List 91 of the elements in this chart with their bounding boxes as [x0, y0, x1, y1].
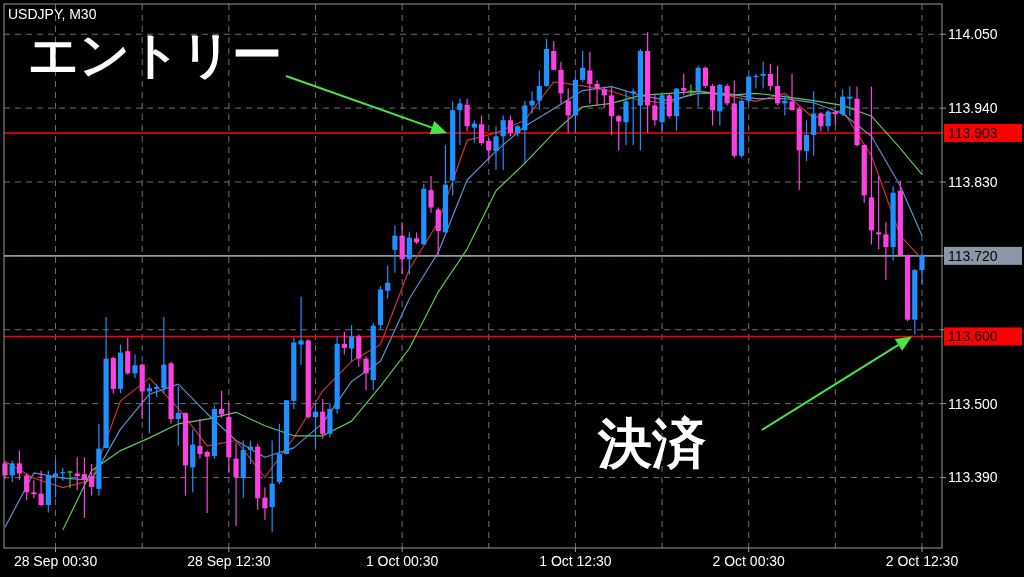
candlestick [399, 221, 405, 275]
candlestick [233, 441, 239, 527]
candlestick [594, 79, 600, 107]
candlestick [385, 264, 391, 300]
candlestick [724, 83, 730, 107]
candlestick [839, 88, 846, 117]
candlestick [681, 73, 687, 96]
candlestick [175, 385, 181, 447]
candlestick [262, 486, 268, 521]
candlestick [486, 137, 492, 162]
candlestick [428, 175, 434, 214]
candlestick [551, 40, 557, 72]
x-tick-label: 28 Sep 12:30 [187, 553, 271, 569]
candlestick [435, 206, 441, 256]
candlestick [392, 225, 398, 274]
candlestick [298, 296, 304, 366]
candlestick [652, 94, 658, 127]
candlestick [608, 86, 615, 136]
candlestick [883, 221, 889, 281]
candlestick [500, 114, 506, 171]
candlestick [847, 86, 853, 117]
chart-title: USDJPY, M30 [8, 6, 97, 22]
candlestick [507, 114, 514, 137]
candlestick [529, 90, 535, 115]
candlestick [753, 73, 759, 90]
candlestick [825, 109, 831, 133]
candlestick [197, 418, 203, 460]
candlestick [125, 337, 131, 376]
ref-line-label: 113.720 [948, 247, 998, 264]
candlestick [919, 251, 925, 285]
candlestick [52, 460, 59, 499]
y-tick-label: 113.830 [948, 173, 998, 190]
x-tick-label: 2 Oct 12:30 [885, 553, 959, 569]
candlestick [630, 88, 636, 146]
candlestick [688, 83, 694, 97]
candlestick [702, 65, 708, 89]
candlestick [24, 472, 30, 501]
y-tick-label: 114.050 [948, 26, 998, 43]
candlestick [767, 63, 773, 92]
candlestick [363, 355, 369, 391]
annotation: エントリー [28, 27, 282, 83]
candlestick [406, 231, 412, 276]
candlestick [161, 316, 167, 395]
candlestick [876, 175, 882, 250]
candlestick [493, 125, 499, 171]
candlestick [666, 92, 672, 119]
y-tick-label: 113.390 [948, 469, 998, 486]
candlestick [132, 353, 138, 379]
annotation: 決済 [597, 413, 706, 473]
candlestick [818, 111, 824, 133]
candlestick [536, 69, 542, 111]
candlestick [269, 439, 275, 533]
candlestick [565, 88, 571, 134]
x-tick-label: 2 Oct 00:30 [712, 553, 786, 569]
candlestick [478, 114, 485, 146]
candlestick [348, 324, 355, 362]
ref-line-label: 113.600 [948, 328, 998, 345]
candlestick [320, 398, 326, 440]
candlestick [803, 119, 810, 162]
candlestick [16, 450, 23, 481]
candlestick [146, 382, 153, 434]
candlestick [74, 456, 80, 491]
x-tick-label: 28 Sep 00:30 [13, 553, 98, 569]
y-tick-label: 113.940 [948, 100, 998, 117]
candlestick [695, 65, 701, 108]
candlestick [580, 50, 586, 83]
candlestick [204, 450, 210, 514]
candlestick [464, 98, 470, 133]
candlestick [616, 114, 622, 152]
candlestick [811, 90, 817, 157]
x-tick-label: 1 Oct 12:30 [539, 553, 612, 569]
candlestick [587, 51, 593, 104]
candlestick [9, 460, 15, 483]
candlestick [601, 86, 607, 109]
candlestick [38, 470, 44, 507]
x-tick-label: 1 Oct 00:30 [365, 553, 439, 569]
candlestick [67, 470, 73, 489]
candlestick [760, 61, 766, 90]
candlestick [774, 65, 781, 107]
candlestick [341, 331, 347, 356]
candlestick [31, 479, 37, 499]
y-tick-label: 113.500 [948, 395, 998, 412]
candlestick [789, 73, 795, 111]
candlestick [89, 463, 95, 497]
candlestick [471, 119, 477, 144]
candlestick [190, 428, 196, 493]
candlestick [623, 90, 629, 146]
candlestick [356, 333, 362, 368]
candlestick [558, 61, 564, 104]
ref-line-label: 113.903 [948, 124, 998, 141]
candlestick [457, 98, 463, 146]
